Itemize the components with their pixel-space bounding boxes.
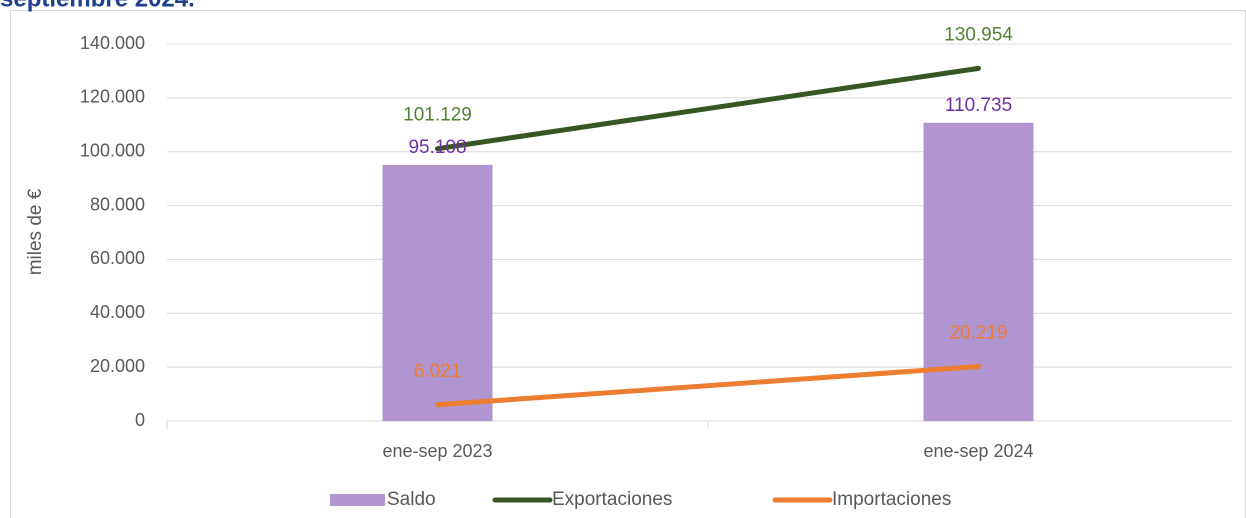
y-axis-label: miles de € — [25, 188, 46, 275]
legend-label: Exportaciones — [552, 489, 672, 510]
y-tick-label: 0 — [135, 410, 145, 430]
y-tick-label: 20.000 — [90, 356, 145, 376]
bar — [923, 122, 1034, 422]
data-label: 6.021 — [414, 361, 462, 382]
line — [435, 65, 981, 152]
legend-label: Importaciones — [832, 489, 951, 510]
data-label: 101.129 — [403, 105, 472, 126]
bar — [382, 164, 493, 421]
y-tick-label: 100.000 — [80, 140, 145, 160]
y-tick-label: 40.000 — [90, 302, 145, 322]
chart-title: septiembre 2024. — [0, 0, 195, 12]
data-label: 95.108 — [408, 137, 466, 158]
legend-swatch — [330, 494, 385, 506]
x-tick-label: ene-sep 2023 — [382, 441, 492, 461]
y-tick-label: 140.000 — [80, 33, 145, 53]
y-tick-label: 60.000 — [90, 248, 145, 268]
chart-frame — [10, 10, 1246, 518]
line — [435, 364, 981, 408]
data-label: 20.219 — [949, 323, 1007, 344]
x-tick-label: ene-sep 2024 — [923, 441, 1033, 461]
data-label: 130.954 — [944, 24, 1013, 45]
legend-label: Saldo — [387, 489, 436, 510]
y-tick-label: 80.000 — [90, 194, 145, 214]
y-tick-label: 120.000 — [80, 87, 145, 107]
data-label: 110.735 — [945, 95, 1012, 116]
